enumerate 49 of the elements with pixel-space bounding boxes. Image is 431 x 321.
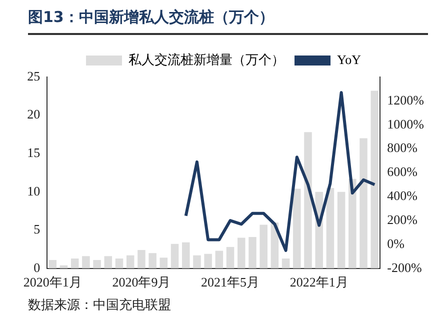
y-tick-label: 5 (34, 222, 40, 237)
bar (215, 250, 224, 268)
bar (226, 246, 234, 268)
y2-tick-label: 200% (387, 212, 418, 227)
chart-title: 图13：中国新增私人交流桩（万个） (28, 8, 428, 35)
bar (182, 242, 190, 268)
bar (326, 188, 334, 268)
y-tick-label: 10 (27, 183, 40, 198)
bar (126, 255, 134, 268)
bar (170, 244, 179, 268)
y2-tick-label: 600% (387, 164, 418, 180)
legend-label: YoY (337, 52, 362, 67)
x-tick-label: 2021年5月 (201, 274, 260, 290)
bar (360, 138, 368, 268)
y-tick-label: 0 (34, 260, 40, 275)
bar (160, 258, 168, 268)
bar (304, 132, 312, 268)
y2-tick-label: 0% (387, 236, 405, 251)
y-tick-label: 20 (27, 106, 40, 122)
y2-tick-label: 1200% (387, 92, 424, 108)
x-tick-label: 2020年1月 (23, 274, 82, 290)
bar (204, 254, 212, 268)
x-tick-label: 2020年9月 (112, 274, 171, 290)
bar (70, 258, 79, 268)
bar (248, 237, 256, 268)
y2-tick-label: 800% (387, 140, 418, 156)
bar (115, 258, 124, 268)
bar (48, 260, 57, 268)
bar (348, 178, 356, 268)
bar (337, 192, 346, 268)
bar (260, 224, 268, 268)
y2-tick-label: 400% (387, 188, 418, 204)
bar (104, 256, 112, 268)
source-note: 数据来源：中国充电联盟 (28, 297, 171, 314)
y2-tick-label: -200% (387, 260, 422, 275)
bar (93, 260, 101, 268)
bar (370, 90, 379, 268)
bar (238, 238, 246, 268)
bar (282, 258, 290, 268)
bar (138, 250, 146, 268)
bar (293, 188, 301, 268)
bar (82, 256, 90, 268)
y-tick-label: 25 (27, 68, 40, 84)
bar (193, 255, 201, 268)
y2-tick-label: 1000% (387, 116, 424, 132)
bar (148, 253, 156, 268)
y-tick-label: 15 (27, 144, 40, 160)
x-tick-label: 2022年1月 (290, 274, 348, 290)
legend-label: 私人交流桩新增量（万个） (128, 52, 285, 67)
